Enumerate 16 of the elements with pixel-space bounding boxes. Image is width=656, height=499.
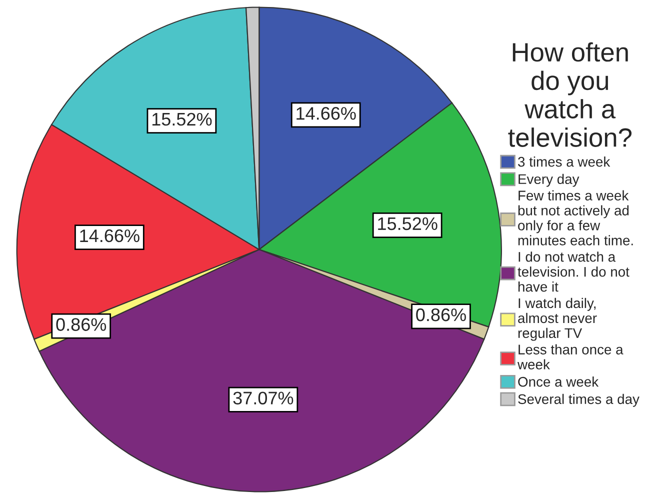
legend-label: Every day [518,174,580,187]
data-label: 15.52% [152,112,212,126]
legend-title: How often do you watch a television? [508,42,632,147]
legend-label: Less than once a week [517,344,624,370]
legend-label: 3 times a week [518,156,610,167]
legend-label: Several times a day [518,394,640,407]
data-label: 0.86% [416,308,466,322]
data-label: 0.86% [56,318,106,331]
data-label: 37.07% [233,392,294,404]
legend-label: Once a week [518,376,599,387]
data-label: 15.52% [378,217,438,230]
data-label: 14.66% [296,107,356,120]
legend-label: I watch daily, almost never regular TV [518,298,597,341]
data-label: 14.66% [80,229,140,242]
legend-label: I do not watch a television. I do not have it [518,252,630,292]
legend-label: Few times a week but not actively ad only for a few minutes each time. [518,190,633,246]
